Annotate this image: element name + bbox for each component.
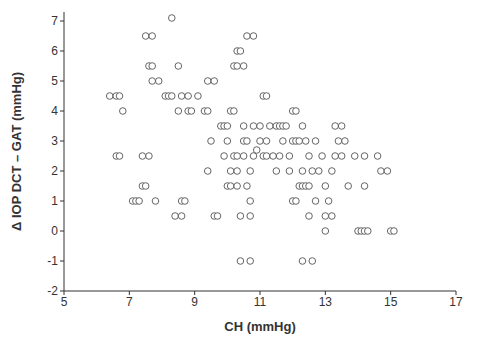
svg-text:-2: -2 [47, 284, 58, 298]
svg-text:5: 5 [61, 295, 68, 309]
svg-text:Δ IOP DCT – GAT (mmHg): Δ IOP DCT – GAT (mmHg) [9, 72, 24, 231]
svg-text:7: 7 [51, 14, 58, 28]
svg-text:4: 4 [51, 104, 58, 118]
svg-text:6: 6 [51, 44, 58, 58]
svg-text:17: 17 [449, 295, 463, 309]
svg-text:CH (mmHg): CH (mmHg) [224, 319, 296, 334]
svg-text:5: 5 [51, 74, 58, 88]
svg-text:15: 15 [384, 295, 398, 309]
svg-text:2: 2 [51, 164, 58, 178]
svg-text:3: 3 [51, 134, 58, 148]
svg-text:0: 0 [51, 224, 58, 238]
svg-text:13: 13 [319, 295, 333, 309]
svg-text:-1: -1 [47, 254, 58, 268]
svg-text:1: 1 [51, 194, 58, 208]
svg-text:11: 11 [254, 295, 267, 309]
svg-text:7: 7 [126, 295, 133, 309]
svg-text:9: 9 [191, 295, 198, 309]
